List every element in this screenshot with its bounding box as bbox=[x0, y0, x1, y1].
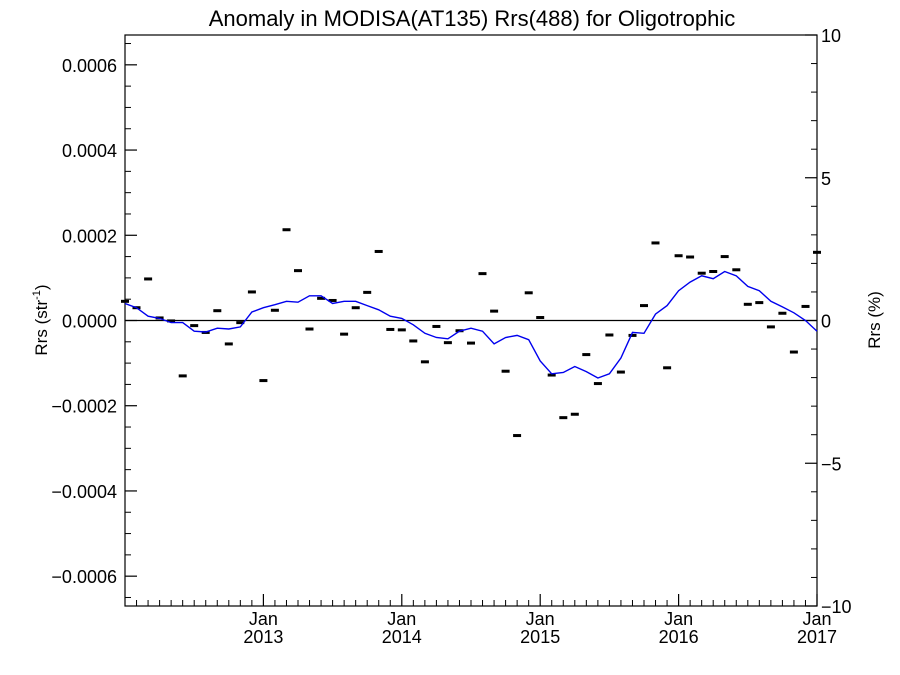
x-tick-year: 2015 bbox=[520, 627, 560, 647]
anomaly-marker bbox=[294, 269, 302, 273]
anomaly-marker bbox=[351, 306, 360, 310]
anomaly-marker bbox=[443, 341, 452, 345]
left-tick-label: 0.0004 bbox=[62, 141, 117, 161]
anomaly-marker bbox=[732, 268, 741, 272]
x-tick-month: Jan bbox=[387, 609, 416, 629]
anomaly-marker bbox=[420, 360, 429, 364]
anomaly-marker bbox=[755, 301, 764, 305]
x-tick-month: Jan bbox=[249, 609, 278, 629]
anomaly-marker bbox=[536, 316, 545, 320]
x-tick-month: Jan bbox=[664, 609, 693, 629]
anomaly-marker bbox=[605, 333, 614, 337]
left-tick-label: 0.0002 bbox=[62, 226, 117, 246]
anomaly-marker bbox=[663, 366, 672, 370]
anomaly-marker bbox=[432, 324, 441, 328]
left-tick-label: −0.0002 bbox=[51, 397, 117, 417]
anomaly-marker bbox=[259, 379, 268, 383]
right-tick-label: −10 bbox=[821, 597, 852, 617]
right-tick-label: 10 bbox=[821, 26, 841, 46]
anomaly-marker bbox=[570, 412, 579, 416]
x-tick-month: Jan bbox=[526, 609, 555, 629]
anomaly-marker bbox=[340, 332, 349, 336]
anomaly-marker bbox=[397, 328, 406, 332]
anomaly-marker bbox=[490, 309, 499, 313]
y-axis-label-right: Rrs (%) bbox=[865, 291, 884, 349]
right-tick-label: 5 bbox=[821, 169, 831, 189]
x-tick-year: 2016 bbox=[659, 627, 699, 647]
anomaly-marker bbox=[178, 374, 187, 378]
anomaly-marker bbox=[547, 373, 556, 377]
left-axis: 0.0006 0.0004 0.0002 0.0000 −0.0002 −0.0004 −0… bbox=[51, 43, 137, 598]
anomaly-marker bbox=[213, 309, 222, 313]
anomaly-marker bbox=[247, 290, 256, 294]
anomaly-marker bbox=[328, 298, 337, 302]
left-tick-label: 0.0000 bbox=[62, 312, 117, 332]
anomaly-marker bbox=[374, 249, 383, 253]
anomaly-marker bbox=[593, 382, 602, 386]
anomaly-marker bbox=[686, 255, 695, 259]
anomaly-marker bbox=[363, 290, 372, 294]
y-axis-label-left: Rrs (str-1) bbox=[31, 284, 51, 355]
left-tick-label: −0.0004 bbox=[51, 482, 117, 502]
anomaly-marker bbox=[167, 319, 176, 323]
anomaly-marker bbox=[559, 416, 568, 420]
anomaly-marker bbox=[628, 333, 637, 337]
right-tick-label: −5 bbox=[821, 454, 842, 474]
chart-title: Anomaly in MODISA(AT135) Rrs(488) for Ol… bbox=[209, 6, 736, 31]
x-tick-year: 2017 bbox=[797, 627, 837, 647]
right-axis: 10 5 0 −5 −10 bbox=[805, 26, 852, 617]
anomaly-marker bbox=[282, 228, 291, 232]
anomaly-marker bbox=[478, 272, 487, 276]
anomaly-markers bbox=[121, 228, 821, 438]
anomaly-marker bbox=[801, 304, 810, 308]
anomaly-marker bbox=[501, 369, 510, 373]
anomaly-marker bbox=[766, 325, 775, 329]
anomaly-marker bbox=[743, 302, 752, 306]
anomaly-marker bbox=[144, 277, 153, 281]
anomaly-marker bbox=[409, 339, 418, 343]
anomaly-marker bbox=[616, 370, 625, 374]
anomaly-marker bbox=[386, 327, 395, 331]
x-tick-year: 2013 bbox=[243, 627, 283, 647]
anomaly-marker bbox=[789, 350, 798, 354]
x-tick-month: Jan bbox=[802, 609, 831, 629]
left-tick-label: 0.0006 bbox=[62, 56, 117, 76]
anomaly-marker bbox=[236, 321, 245, 325]
left-tick-label: −0.0006 bbox=[51, 567, 117, 587]
anomaly-marker bbox=[524, 291, 533, 295]
anomaly-marker bbox=[720, 255, 729, 259]
anomaly-marker bbox=[651, 241, 660, 245]
anomaly-marker bbox=[305, 327, 314, 331]
anomaly-marker bbox=[190, 324, 199, 328]
anomaly-marker bbox=[640, 304, 648, 308]
anomaly-marker bbox=[467, 341, 475, 345]
anomaly-marker bbox=[270, 308, 279, 312]
anomaly-marker bbox=[224, 342, 233, 346]
anomaly-marker bbox=[513, 434, 522, 438]
anomaly-marker bbox=[778, 311, 787, 315]
anomaly-marker bbox=[697, 271, 706, 275]
anomaly-marker bbox=[709, 269, 718, 273]
anomaly-marker bbox=[582, 353, 591, 357]
anomaly-marker bbox=[813, 250, 821, 254]
running-mean-line bbox=[124, 270, 818, 379]
anomaly-marker bbox=[674, 254, 683, 258]
x-tick-year: 2014 bbox=[382, 627, 422, 647]
anomaly-marker bbox=[121, 299, 129, 303]
anomaly-marker bbox=[317, 296, 326, 300]
right-tick-label: 0 bbox=[821, 312, 831, 332]
